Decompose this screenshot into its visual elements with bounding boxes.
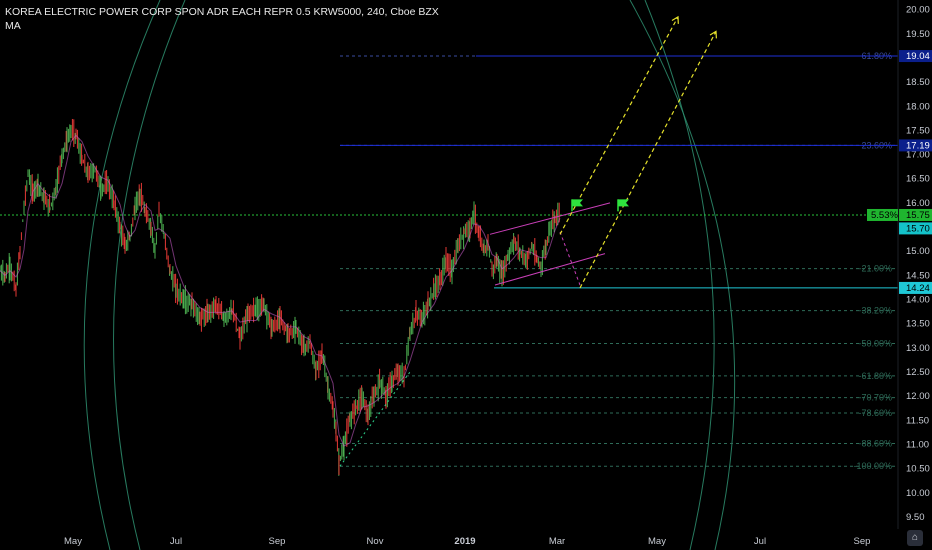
- fib-arc-1: [113, 0, 186, 550]
- flag-icon-1: [618, 199, 629, 207]
- y-tick-label-14: 16.50: [906, 174, 930, 185]
- y-tick-label-17: 18.00: [906, 101, 930, 112]
- fib-level-label-3: -38.20%: [858, 306, 892, 316]
- x-tick-label-0: May: [64, 536, 82, 547]
- price-badge-label-0: 19.04: [906, 51, 930, 62]
- y-tick-label-7: 13.00: [906, 343, 930, 354]
- percent-badge-label: 5.53%: [871, 210, 898, 221]
- x-tick-label-8: Sep: [854, 536, 871, 547]
- y-tick-label-21: 20.00: [906, 5, 930, 16]
- y-tick-label-5: 12.00: [906, 391, 930, 402]
- y-tick-label-6: 12.50: [906, 367, 930, 378]
- y-tick-label-2: 10.50: [906, 464, 930, 475]
- x-tick-label-7: Jul: [754, 536, 766, 547]
- fib-level-label-6: -70.70%: [858, 393, 892, 403]
- price-badge-4: [899, 281, 932, 294]
- y-tick-label-8: 13.50: [906, 319, 930, 330]
- projection-arrowhead-1: [709, 30, 717, 39]
- y-tick-label-1: 10.00: [906, 488, 930, 499]
- x-tick-label-3: Nov: [367, 536, 384, 547]
- y-tick-label-15: 17.00: [906, 150, 930, 161]
- fib-level-label-2: -21.00%: [858, 264, 892, 274]
- percent-badge: [867, 208, 898, 221]
- y-tick-label-0: 9.50: [906, 512, 925, 523]
- channel-upper-line: [489, 202, 611, 235]
- projection-arrowhead-0: [671, 15, 679, 24]
- y-tick-label-20: 19.50: [906, 29, 930, 40]
- fib-arc-3: [644, 0, 715, 550]
- fib-level-label-7: -78.60%: [858, 408, 892, 418]
- channel-lower-line: [494, 253, 606, 286]
- flag-icon-0: [572, 199, 583, 207]
- y-tick-label-3: 11.00: [906, 439, 929, 450]
- y-tick-label-10: 14.50: [906, 270, 930, 281]
- fib-level-label-5: -61.80%: [858, 371, 892, 381]
- fib-level-label-9: -100.00%: [853, 461, 892, 471]
- indicator-label[interactable]: MA: [5, 20, 21, 32]
- x-tick-label-1: Jul: [170, 536, 182, 547]
- price-badge-3: [899, 222, 932, 235]
- projection-arrow-1: [579, 31, 717, 289]
- fib-arc-0: [83, 0, 161, 550]
- price-badge-label-3: 15.70: [906, 223, 930, 234]
- ma-line: [0, 134, 561, 447]
- fib-level-label-8: -88.60%: [858, 438, 892, 448]
- x-tick-label-5: Mar: [549, 536, 565, 547]
- y-tick-label-4: 11.50: [906, 415, 929, 426]
- fib-level-label-4: -50.00%: [858, 338, 892, 348]
- price-badge-1: [899, 139, 932, 152]
- price-badge-label-1: 17.19: [906, 140, 930, 151]
- y-tick-label-16: 17.50: [906, 125, 930, 136]
- y-tick-label-11: 15.00: [906, 246, 930, 257]
- x-tick-label-4: 2019: [454, 536, 475, 547]
- y-tick-label-9: 14.00: [906, 295, 930, 306]
- price-badge-2: [899, 208, 932, 221]
- y-tick-label-13: 16.00: [906, 198, 930, 209]
- fib-arc-2: [629, 0, 736, 550]
- price-badge-label-4: 14.24: [906, 283, 930, 294]
- price-badge-label-2: 15.75: [906, 210, 930, 221]
- price-badge-0: [899, 50, 932, 63]
- x-tick-label-2: Sep: [269, 536, 286, 547]
- y-tick-label-18: 18.50: [906, 77, 930, 88]
- x-tick-label-6: May: [648, 536, 666, 547]
- tradingview-logo-icon[interactable]: ⌂: [907, 530, 923, 546]
- projection-arrow-0: [559, 16, 679, 235]
- symbol-title: KOREA ELECTRIC POWER CORP SPON ADR EACH …: [5, 6, 439, 18]
